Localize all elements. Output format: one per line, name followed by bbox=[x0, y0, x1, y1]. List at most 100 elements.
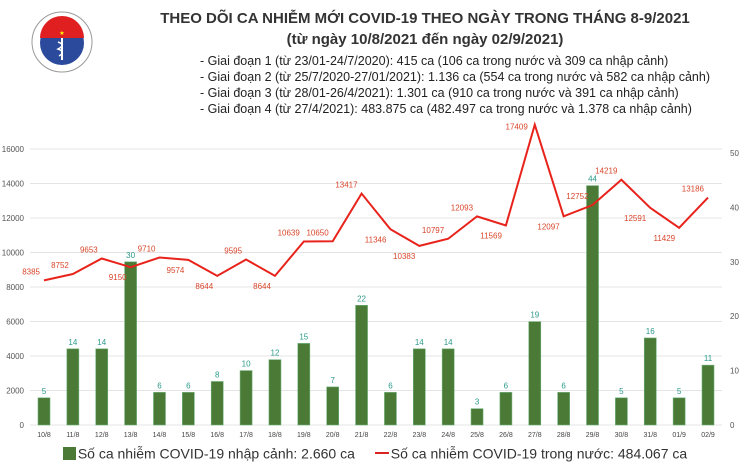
right-axis-tick: 20 bbox=[730, 312, 739, 321]
bar-label: 22 bbox=[357, 294, 366, 303]
bar bbox=[182, 392, 195, 426]
x-tick-label: 19/8 bbox=[297, 432, 311, 439]
bar bbox=[701, 364, 715, 426]
line-label: 11429 bbox=[653, 234, 675, 243]
bar-label: 5 bbox=[619, 387, 624, 396]
line-label: 12591 bbox=[624, 214, 647, 223]
line-label: 10639 bbox=[278, 228, 301, 237]
bar-label: 10 bbox=[242, 360, 251, 369]
line-label: 13186 bbox=[682, 185, 705, 194]
x-tick-label: 11/8 bbox=[66, 432, 79, 439]
line-series bbox=[43, 121, 709, 282]
legend-line-label: Số ca nhiễm COVID-19 trong nước: 484.067… bbox=[390, 445, 688, 462]
legend-bar-swatch bbox=[62, 446, 76, 460]
phase-3: - Giai đoạn 3 (từ 28/01-26/4/2021): 1.30… bbox=[200, 86, 679, 100]
title-line: THEO DÕI CA NHIỄM MỚI COVID-19 THEO NGÀY… bbox=[160, 10, 690, 27]
bar bbox=[643, 337, 657, 426]
ministry-of-health-logo: ★ bbox=[31, 11, 93, 73]
bar bbox=[413, 348, 426, 426]
line-label: 13417 bbox=[335, 181, 358, 190]
line-label: 9710 bbox=[138, 245, 156, 254]
bar-label: 7 bbox=[330, 376, 335, 385]
line-label: 12097 bbox=[537, 222, 560, 231]
line-label: 8644 bbox=[195, 282, 213, 291]
bar-label: 11 bbox=[704, 354, 713, 363]
line-label: 17409 bbox=[506, 123, 529, 132]
bar bbox=[355, 305, 368, 426]
bar-label: 8 bbox=[215, 370, 220, 379]
bar bbox=[326, 386, 339, 426]
x-tick-label: 30/8 bbox=[615, 432, 629, 439]
bar-label: 14 bbox=[444, 338, 453, 347]
x-tick-label: 18/8 bbox=[268, 432, 282, 439]
left-axis-tick: 12000 bbox=[2, 214, 25, 223]
line-label: 10797 bbox=[422, 226, 445, 235]
line-label: 9150 bbox=[109, 273, 127, 282]
bar-label: 19 bbox=[530, 311, 539, 320]
bar bbox=[268, 359, 282, 426]
bar bbox=[672, 397, 686, 426]
bar bbox=[297, 343, 311, 426]
bar-label: 6 bbox=[388, 381, 393, 390]
bar-label: 3 bbox=[475, 398, 480, 407]
right-axis-tick: 10 bbox=[730, 367, 739, 376]
line-label: 8644 bbox=[253, 282, 271, 291]
x-tick-label: 28/8 bbox=[557, 432, 571, 439]
x-tick-label: 22/8 bbox=[384, 432, 398, 439]
bar bbox=[153, 392, 166, 426]
line-label: 9653 bbox=[80, 245, 98, 254]
bar bbox=[384, 392, 397, 426]
line-label: 12752 bbox=[566, 192, 589, 201]
bar-label: 6 bbox=[561, 381, 566, 390]
bar-label: 14 bbox=[68, 338, 77, 347]
subtitle-line: (từ ngày 10/8/2021 đến ngày 02/9/2021) bbox=[286, 31, 564, 48]
chart-title: THEO DÕI CA NHIỄM MỚI COVID-19 THEO NGÀY… bbox=[105, 8, 745, 50]
bar-label: 14 bbox=[415, 338, 424, 347]
bar-label: 30 bbox=[126, 251, 135, 260]
left-axis-tick: 4000 bbox=[6, 352, 24, 361]
phase-4: - Giai đoạn 4 (từ 27/4/2021): 483.875 ca… bbox=[200, 102, 692, 116]
bar-label: 6 bbox=[157, 381, 162, 390]
x-tick-label: 15/8 bbox=[182, 432, 196, 439]
bar-label: 44 bbox=[588, 175, 597, 184]
x-tick-label: 26/8 bbox=[499, 432, 513, 439]
x-tick-label: 29/8 bbox=[586, 432, 600, 439]
bar-label: 5 bbox=[42, 387, 47, 396]
x-tick-label: 10/8 bbox=[37, 432, 51, 439]
line-label: 11346 bbox=[365, 235, 387, 244]
x-tick-label: 02/9 bbox=[701, 432, 715, 439]
x-tick-label: 20/8 bbox=[326, 432, 340, 439]
bar-label: 6 bbox=[186, 381, 191, 390]
bar bbox=[615, 397, 628, 426]
bar bbox=[95, 348, 109, 426]
bar bbox=[239, 370, 253, 426]
bar-label: 16 bbox=[646, 327, 655, 336]
line-label: 10650 bbox=[306, 228, 329, 237]
bar bbox=[66, 348, 80, 426]
phase-1: - Giai đoạn 1 (từ 23/01-24/7/2020): 415 … bbox=[200, 54, 669, 68]
bar-label: 15 bbox=[299, 332, 308, 341]
svg-text:★: ★ bbox=[59, 30, 64, 37]
bar-label: 6 bbox=[504, 381, 509, 390]
line-label: 10383 bbox=[393, 252, 416, 261]
bar bbox=[124, 261, 137, 426]
left-axis-tick: 8000 bbox=[6, 283, 24, 292]
x-tick-label: 01/9 bbox=[672, 432, 686, 439]
legend: Số ca nhiễm COVID-19 nhập cảnh: 2.660 ca… bbox=[0, 444, 750, 461]
x-tick-label: 31/8 bbox=[643, 432, 657, 439]
line-label: 8385 bbox=[22, 267, 40, 276]
phase-summary: - Giai đoạn 1 (từ 23/01-24/7/2020): 415 … bbox=[200, 53, 710, 117]
x-tick-label: 17/8 bbox=[239, 432, 253, 439]
x-tick-label: 27/8 bbox=[528, 432, 542, 439]
x-tick-label: 14/8 bbox=[153, 432, 167, 439]
bar-label: 12 bbox=[271, 349, 280, 358]
legend-bar-label: Số ca nhiễm COVID-19 nhập cảnh: 2.660 ca bbox=[77, 445, 355, 462]
left-axis-tick: 10000 bbox=[2, 249, 25, 258]
x-tick-label: 24/8 bbox=[441, 432, 455, 439]
line-label: 12093 bbox=[451, 203, 474, 212]
bar bbox=[528, 321, 542, 426]
bar bbox=[37, 397, 51, 426]
right-axis-tick: 0 bbox=[730, 421, 735, 430]
x-tick-label: 13/8 bbox=[124, 432, 138, 439]
